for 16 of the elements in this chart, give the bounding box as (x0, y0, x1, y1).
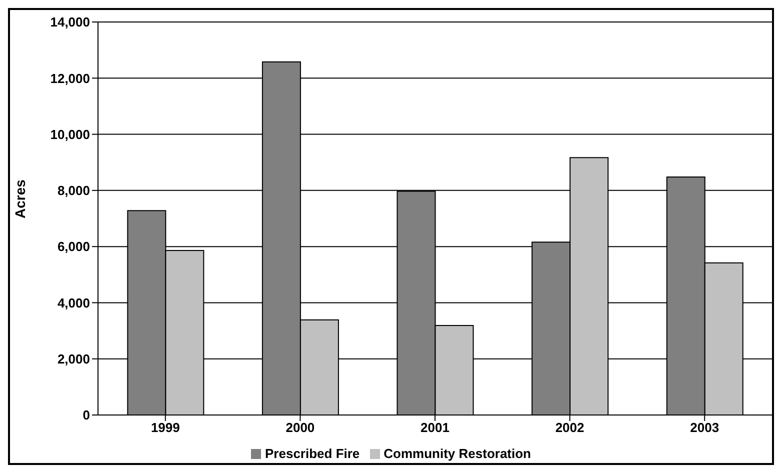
legend-label: Prescribed Fire (265, 446, 360, 461)
y-tick-label: 4,000 (57, 295, 90, 310)
y-axis-title: Acres (12, 179, 28, 218)
x-tick-label: 2001 (420, 420, 450, 436)
y-tick-label: 12,000 (50, 70, 90, 86)
x-tick-label: 1999 (150, 420, 180, 436)
y-tick-label: 6,000 (57, 239, 90, 254)
x-tick-label: 2002 (555, 420, 584, 436)
y-tick-label: 2,000 (57, 351, 90, 366)
x-tick-label: 2003 (690, 420, 720, 436)
y-tick-label: 8,000 (57, 183, 90, 198)
x-tick-label: 2000 (286, 420, 315, 436)
y-tick-label: 10,000 (50, 126, 90, 142)
legend-label: Community Restoration (384, 446, 531, 461)
y-tick-label: 0 (82, 408, 90, 423)
y-tick-label: 14,000 (50, 14, 90, 30)
